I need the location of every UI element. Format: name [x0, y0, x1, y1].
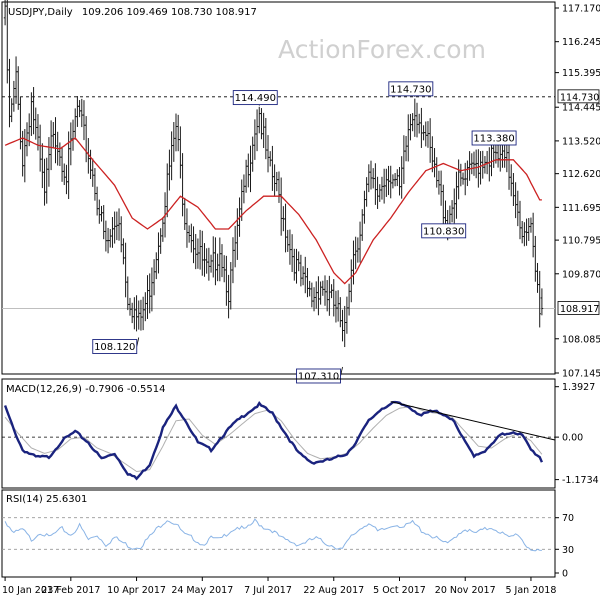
price-level-tag-box	[557, 89, 600, 104]
macd-axis: 1.3927 0.00 -1.1734	[555, 382, 599, 486]
macd-tick-label: 1.3927	[562, 382, 595, 393]
price-annotation: 114.730	[388, 81, 434, 97]
price-annotations: 114.490 114.730 113.380 110.830 108.120 107.3…	[92, 81, 517, 384]
watermark: ActionForex.com	[278, 35, 486, 64]
annotation-box	[92, 339, 138, 354]
annotation-label: 114.730	[390, 84, 431, 95]
price-annotation: 114.490	[232, 90, 278, 106]
date-tick-label: 22 Aug 2017	[303, 585, 364, 596]
price-annotation: 110.830	[421, 223, 467, 239]
ohlc-values: 109.206 109.469 108.730 108.917	[82, 7, 257, 18]
price-level-tag-box	[557, 301, 600, 315]
resistance-level-tag: 114.730	[560, 92, 599, 103]
macd-line	[3, 400, 544, 481]
annotation-label: 114.490	[235, 93, 276, 104]
price-bars	[3, 0, 544, 348]
date-tick-label: 10 Jan 2017	[2, 585, 59, 596]
macd-panel[interactable]: MACD(12,26,9) -0.7906 -0.5514	[1, 378, 556, 489]
date-tick-label: 7 Jul 2017	[244, 585, 292, 596]
symbol-label: USDJPY,Daily	[8, 7, 73, 18]
price-tick-label: 108.085	[562, 334, 600, 345]
annotation-box	[232, 90, 278, 106]
price-tick-label: 112.620	[562, 169, 600, 180]
annotation-box	[471, 130, 517, 146]
rsi-axis: 70 30 0	[555, 513, 574, 580]
price-annotation: 108.120	[92, 337, 140, 354]
rsi-line	[4, 518, 542, 552]
date-tick-label: 5 Jan 2018	[505, 585, 556, 596]
price-annotation: 107.310	[296, 366, 343, 384]
annotation-label: 107.310	[298, 371, 339, 382]
price-panel[interactable]: 114.490 114.730 113.380 110.830 108.120 107.3…	[1, 0, 556, 384]
annotation-label: 108.120	[94, 342, 135, 353]
last-price-tag: 108.917	[560, 304, 599, 315]
price-tick-label: 107.145	[562, 369, 600, 380]
date-tick-label: 23 Feb 2017	[41, 585, 100, 596]
ohlc-bar	[540, 288, 544, 316]
rsi-tick-label: 70	[562, 513, 574, 524]
price-tick-label: 111.695	[562, 203, 600, 214]
annotation-label: 110.830	[423, 226, 464, 237]
moving-average-line	[4, 137, 542, 285]
annotation-label: 113.380	[473, 133, 514, 144]
date-tick-label: 20 Nov 2017	[435, 585, 496, 596]
price-tick-label: 113.520	[562, 136, 600, 147]
rsi-tick-label: 0	[562, 569, 568, 580]
annotation-box	[421, 223, 467, 239]
rsi-label: RSI(14) 25.6301	[6, 494, 87, 505]
price-panel-frame	[1, 1, 556, 375]
rsi-level-lines	[2, 517, 555, 550]
date-tick-label: 10 Apr 2017	[107, 585, 166, 596]
date-tick-label: 24 May 2017	[171, 585, 233, 596]
macd-label: MACD(12,26,9) -0.7906 -0.5514	[6, 384, 166, 395]
price-tick-label: 110.795	[562, 236, 600, 247]
price-tick-label: 109.870	[562, 269, 600, 280]
macd-tick-label: -1.1734	[562, 475, 599, 486]
macd-trendline	[390, 401, 556, 441]
price-axis: 107.145 108.085 109.870 110.795 111.695 112.6…	[555, 4, 600, 380]
rsi-tick-label: 30	[562, 545, 574, 556]
price-tick-label: 114.445	[562, 103, 600, 114]
macd-panel-frame	[1, 378, 556, 489]
price-annotation: 113.380	[471, 130, 517, 146]
price-reference-lines	[2, 96, 555, 309]
rsi-panel-frame	[1, 489, 556, 578]
date-tick-label: 5 Oct 2017	[373, 585, 426, 596]
macd-tick-label: 0.00	[562, 433, 583, 444]
price-tick-label: 116.245	[562, 37, 600, 48]
annotation-box	[388, 81, 434, 97]
price-tick-label: 117.170	[562, 4, 600, 15]
rsi-panel[interactable]: RSI(14) 25.6301	[1, 489, 556, 578]
ohlc-bar	[538, 270, 542, 328]
chart-header: USDJPY,Daily 109.206 109.469 108.730 108…	[8, 7, 257, 18]
price-tick-label: 115.395	[562, 68, 600, 79]
